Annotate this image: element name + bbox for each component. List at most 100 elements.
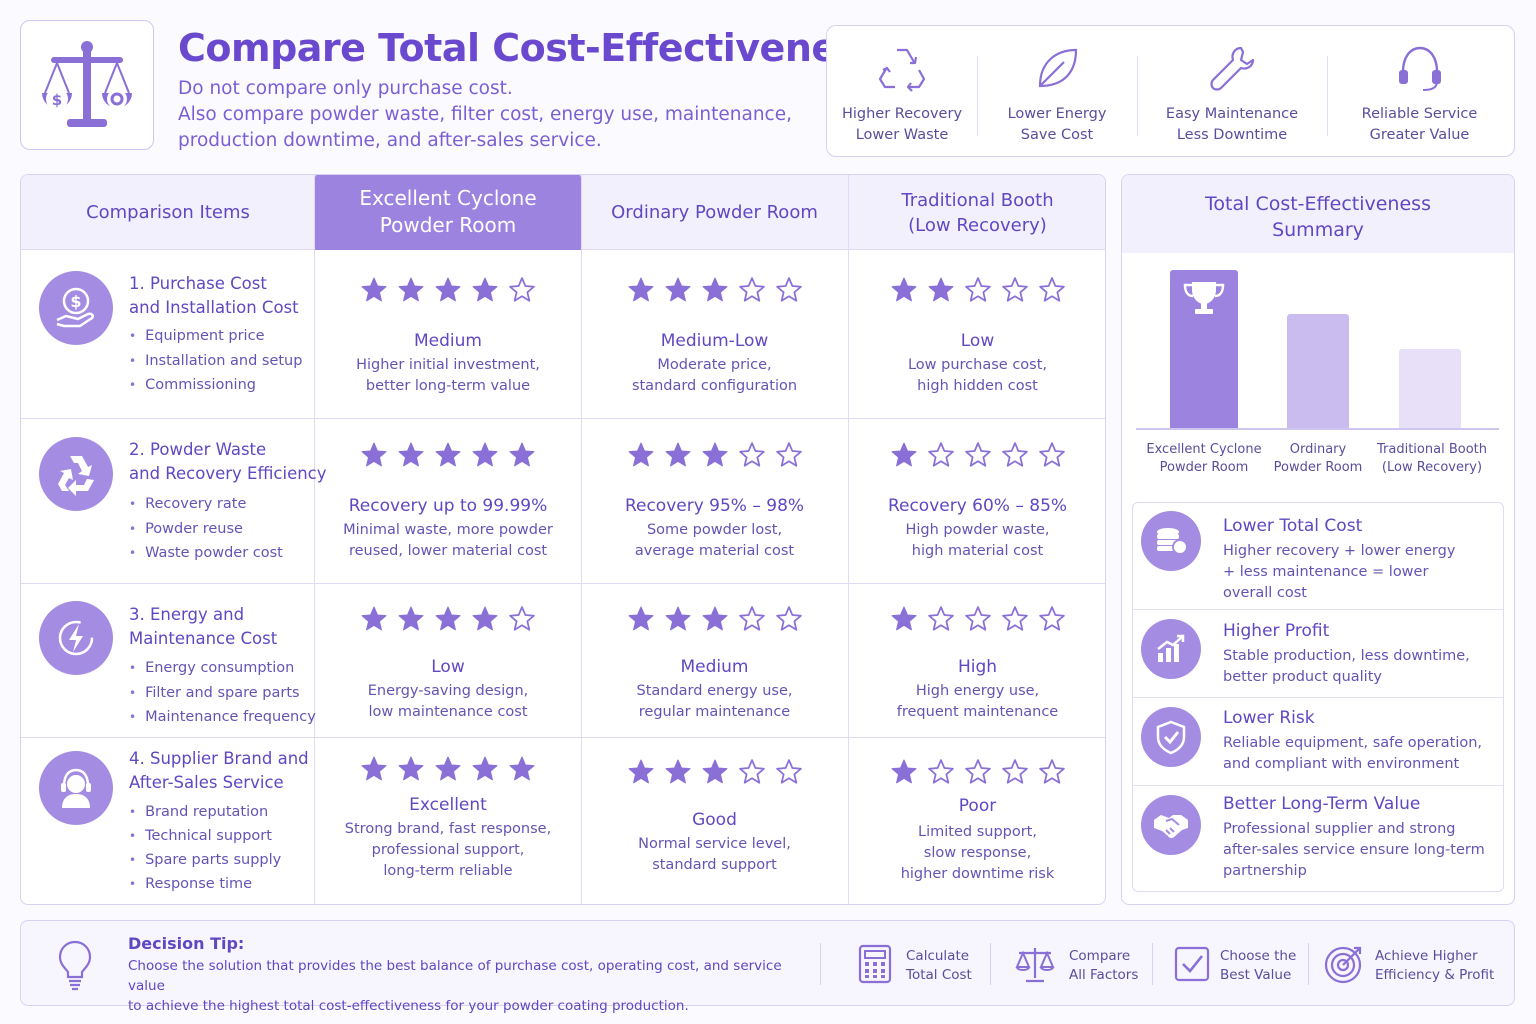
star-rating bbox=[848, 441, 1105, 469]
headset-icon bbox=[1398, 46, 1441, 91]
support-agent-icon bbox=[39, 751, 113, 825]
desc-line: slow response, bbox=[923, 845, 1032, 861]
feature-label: Save Cost bbox=[1020, 127, 1094, 143]
cell-r3-c2: Medium Standard energy use, regular maint… bbox=[581, 605, 848, 723]
comparison-table: Comparison Items Excellent Cyclone Powder… bbox=[20, 174, 1106, 905]
chart-baseline bbox=[1136, 428, 1499, 430]
desc-line: standard configuration bbox=[631, 378, 798, 394]
tip-line: to achieve the highest total cost-effect… bbox=[128, 998, 689, 1014]
star-outline-icon bbox=[964, 277, 991, 302]
star-filled-icon bbox=[702, 606, 727, 631]
wrench-icon bbox=[1210, 46, 1255, 91]
desc-line: standard support bbox=[652, 857, 777, 873]
star-rating bbox=[315, 605, 581, 633]
cell-r4-c3: Poor Limited support, slow response, highe… bbox=[848, 758, 1105, 885]
feature-energy: Lower Energy Save Cost bbox=[977, 26, 1137, 156]
bullet-item: Technical support bbox=[129, 824, 281, 848]
cell-r2-c2: Recovery 95% – 98% Some powder lost, aver… bbox=[581, 441, 848, 562]
star-filled-icon bbox=[472, 277, 498, 302]
row-title: 4. Supplier Brand and After-Sales Service bbox=[129, 747, 309, 794]
rating-label: Good bbox=[692, 810, 737, 830]
checkbox-icon bbox=[1174, 946, 1210, 982]
star-outline-icon bbox=[1038, 277, 1065, 302]
rating-label: Medium bbox=[414, 331, 482, 351]
benefit-desc: after-sales service ensure long-term bbox=[1223, 842, 1485, 858]
star-filled-icon bbox=[702, 759, 727, 784]
benefit-title: Lower Risk bbox=[1223, 708, 1315, 728]
star-filled-icon bbox=[472, 756, 498, 781]
bullet-item: Powder reuse bbox=[129, 517, 283, 542]
benefit-desc: better product quality bbox=[1223, 669, 1382, 685]
star-outline-icon bbox=[738, 606, 765, 631]
star-filled-icon bbox=[891, 277, 916, 302]
column-divider bbox=[848, 175, 849, 904]
star-filled-icon bbox=[509, 756, 535, 781]
desc-line: high material cost bbox=[911, 543, 1044, 559]
desc-line: Limited support, bbox=[918, 824, 1037, 840]
star-filled-icon bbox=[891, 606, 916, 631]
bullet-item: Installation and setup bbox=[129, 349, 302, 374]
star-outline-icon bbox=[738, 442, 765, 467]
benefit-lower-risk: Lower Risk Reliable equipment, safe oper… bbox=[1133, 697, 1503, 785]
star-outline-icon bbox=[964, 759, 991, 784]
star-outline-icon bbox=[738, 277, 765, 302]
star-filled-icon bbox=[435, 756, 461, 781]
bullet-item: Energy consumption bbox=[129, 656, 316, 681]
divider bbox=[1152, 943, 1153, 985]
desc-line: Normal service level, bbox=[638, 836, 791, 852]
desc-line: regular maintenance bbox=[638, 704, 791, 720]
star-filled-icon bbox=[398, 277, 424, 302]
cell-r2-c3: Recovery 60% – 85% High powder waste, hig… bbox=[848, 441, 1105, 562]
bullet-item: Commissioning bbox=[129, 373, 302, 398]
header-line: (Low Recovery) bbox=[908, 214, 1047, 236]
star-filled-icon bbox=[665, 759, 690, 784]
trophy-icon bbox=[1183, 282, 1225, 314]
rating-label: Excellent bbox=[409, 795, 487, 815]
star-filled-icon bbox=[472, 442, 498, 467]
cell-r1-c3: Low Low purchase cost, high hidden cost bbox=[848, 276, 1105, 397]
summary-panel: Total Cost-Effectiveness Summary Excelle… bbox=[1121, 174, 1515, 905]
star-outline-icon bbox=[738, 759, 765, 784]
tip-text: Choose the solution that provides the be… bbox=[128, 956, 798, 1016]
divider bbox=[1133, 609, 1503, 610]
factor-label: All Factors bbox=[1069, 967, 1139, 983]
star-rating bbox=[848, 758, 1105, 786]
star-rating bbox=[581, 276, 848, 304]
header-line: Excellent Cyclone bbox=[359, 186, 537, 210]
divider bbox=[990, 943, 991, 985]
star-filled-icon bbox=[665, 442, 690, 467]
bar-label-line: Excellent Cyclone bbox=[1146, 442, 1262, 457]
benefit-long-term-value: Better Long-Term Value Professional supp… bbox=[1133, 785, 1503, 891]
star-outline-icon bbox=[775, 759, 802, 784]
star-filled-icon bbox=[702, 277, 727, 302]
desc-line: long-term reliable bbox=[383, 863, 513, 879]
column-divider bbox=[314, 175, 315, 904]
star-rating bbox=[848, 276, 1105, 304]
divider bbox=[1137, 56, 1138, 136]
benefit-title: Better Long-Term Value bbox=[1223, 794, 1421, 814]
header-excellent-cyclone: Excellent Cyclone Powder Room bbox=[315, 175, 581, 250]
star-outline-icon bbox=[509, 606, 535, 631]
desc-line: Standard energy use, bbox=[636, 683, 793, 699]
factor-label: Calculate bbox=[906, 948, 970, 964]
row-bullets: Energy consumption Filter and spare part… bbox=[129, 656, 316, 730]
row-title-line: Maintenance Cost bbox=[129, 628, 278, 648]
energy-icon bbox=[39, 601, 113, 675]
benefit-desc: + less maintenance = lower bbox=[1223, 564, 1429, 580]
column-divider bbox=[581, 175, 582, 904]
desc-line: Moderate price, bbox=[657, 357, 772, 373]
star-filled-icon bbox=[361, 442, 387, 467]
cell-r4-c2: Good Normal service level, standard suppo… bbox=[581, 758, 848, 876]
star-outline-icon bbox=[775, 277, 802, 302]
star-filled-icon bbox=[398, 756, 424, 781]
benefit-higher-profit: Higher Profit Stable production, less do… bbox=[1133, 609, 1503, 697]
desc-line: better long-term value bbox=[365, 378, 531, 394]
desc-line: Strong brand, fast response, bbox=[344, 821, 552, 837]
bullet-item: Waste powder cost bbox=[129, 541, 283, 566]
star-filled-icon bbox=[665, 606, 690, 631]
star-filled-icon bbox=[361, 277, 387, 302]
star-outline-icon bbox=[775, 442, 802, 467]
rating-label: Recovery 60% – 85% bbox=[887, 496, 1068, 516]
cell-r3-c3: High High energy use, frequent maintenanc… bbox=[848, 605, 1105, 723]
feature-label: Lower Energy bbox=[1007, 106, 1107, 122]
